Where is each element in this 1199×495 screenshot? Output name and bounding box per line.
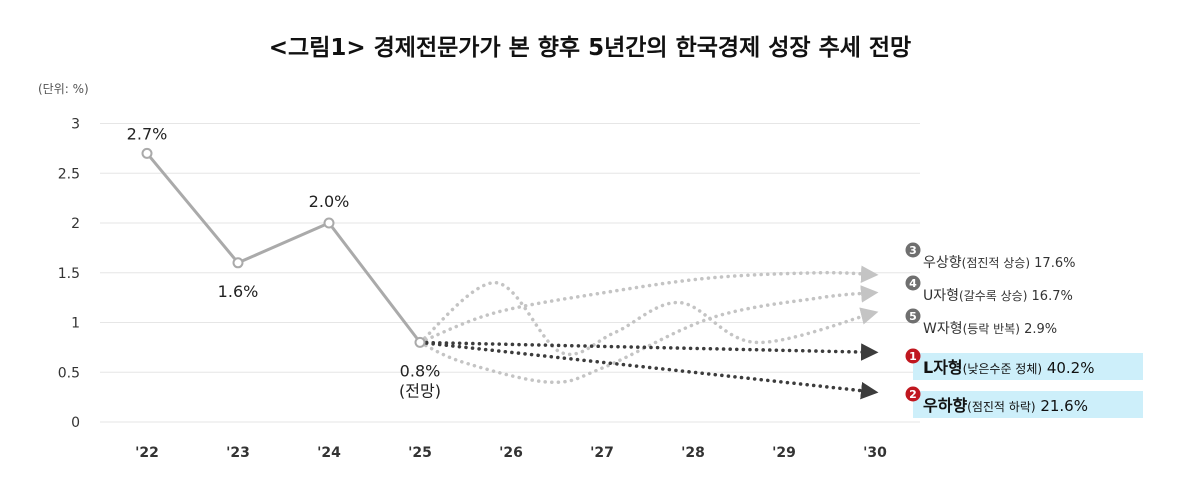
y-tick-label: 2: [71, 216, 80, 232]
scenario-desc: (갈수록 상승): [959, 289, 1027, 303]
scenario-name: 우상향: [923, 255, 962, 271]
y-tick-label: 1.5: [58, 266, 80, 282]
scenario-line-2: [418, 340, 879, 400]
x-tick-label: '29: [772, 445, 796, 461]
rank-number: 5: [909, 310, 917, 323]
rank-badge: [905, 386, 921, 402]
y-tick-label: 3: [71, 117, 80, 133]
scenario-label: L자형(낮은수준 정체) 40.2%: [923, 358, 1094, 377]
scenario-share: 17.6%: [1030, 256, 1075, 271]
y-tick-label: 2.5: [58, 166, 80, 182]
scenario-desc: (점진적 상승): [962, 256, 1030, 270]
rank-number: 4: [909, 277, 917, 290]
data-label: 2.0%: [309, 192, 350, 211]
rank-badge: [905, 242, 921, 258]
scenario-line-4: [418, 285, 879, 384]
scenario-name: W자형: [923, 321, 963, 337]
rank-number: 1: [909, 350, 917, 363]
grid-lines: [100, 123, 920, 423]
scenario-desc: (점진적 하락): [967, 400, 1035, 414]
x-tick-label: '22: [135, 445, 159, 461]
x-tick-label: '23: [226, 445, 250, 461]
rank-badge: [905, 308, 921, 324]
scenario-label: U자형(갈수록 상승) 16.7%: [923, 288, 1073, 304]
label-highlight: [913, 391, 1143, 418]
scenario-label: 우상향(점진적 상승) 17.6%: [923, 255, 1075, 271]
x-tick-label: '25: [408, 445, 432, 461]
label-highlight: [913, 353, 1143, 380]
actual-point: [323, 217, 335, 229]
x-axis-ticks: '22 '23 '24 '25 '26 '27 '28 '29 '30: [135, 445, 887, 461]
x-tick-label: '27: [590, 445, 614, 461]
scenario-name: U자형: [923, 288, 959, 304]
x-tick-label: '26: [499, 445, 523, 461]
y-tick-label: 0: [71, 415, 80, 431]
rank-badge: [905, 275, 921, 291]
rank-number: 2: [909, 388, 917, 401]
scenario-share: 2.9%: [1020, 322, 1057, 337]
scenario-name: 우하향: [923, 396, 967, 415]
data-label: 1.6%: [218, 282, 259, 301]
data-label: 2.7%: [127, 124, 168, 143]
data-sublabel: (전망): [399, 381, 441, 400]
scenario-label: W자형(등락 반복) 2.9%: [923, 321, 1057, 337]
unit-label: (단위: %): [38, 82, 89, 96]
data-label: 0.8%: [400, 361, 441, 380]
actual-point: [141, 147, 153, 159]
rank-number: 3: [909, 244, 917, 257]
actual-point: [414, 336, 426, 348]
scenario-share: 16.7%: [1027, 289, 1072, 304]
scenario-desc: (등락 반복): [963, 322, 1020, 336]
x-tick-label: '24: [317, 445, 341, 461]
actual-line: [145, 152, 422, 344]
x-tick-label: '30: [863, 445, 887, 461]
scenario-share: 40.2%: [1042, 359, 1094, 377]
x-tick-label: '28: [681, 445, 705, 461]
y-axis-ticks: 0 0.5 1 1.5 2 2.5 3: [58, 117, 80, 432]
chart-title: <그림1> 경제전문가가 본 향후 5년간의 한국경제 성장 추세 전망: [269, 35, 911, 61]
y-tick-label: 1: [71, 316, 80, 332]
scenario-lines: [418, 265, 879, 400]
y-tick-label: 0.5: [58, 365, 80, 381]
actual-point: [232, 257, 244, 269]
rank-badge: [905, 348, 921, 364]
scenario-name: L자형: [923, 358, 963, 377]
actual-series: 2.7% 1.6% 2.0% 0.8%(전망): [127, 124, 441, 400]
scenario-line-5: [418, 280, 879, 356]
scenario-line-3: [418, 265, 879, 345]
scenario-labels: 3 우상향(점진적 상승) 17.6% 4 U자형(갈수록 상승) 16.7% 5 W자형…: [905, 242, 1143, 418]
scenario-share: 21.6%: [1036, 397, 1088, 415]
scenario-line-1: [418, 340, 879, 361]
scenario-label: 우하향(점진적 하락) 21.6%: [923, 396, 1088, 415]
scenario-desc: (낮은수준 정체): [963, 362, 1042, 376]
